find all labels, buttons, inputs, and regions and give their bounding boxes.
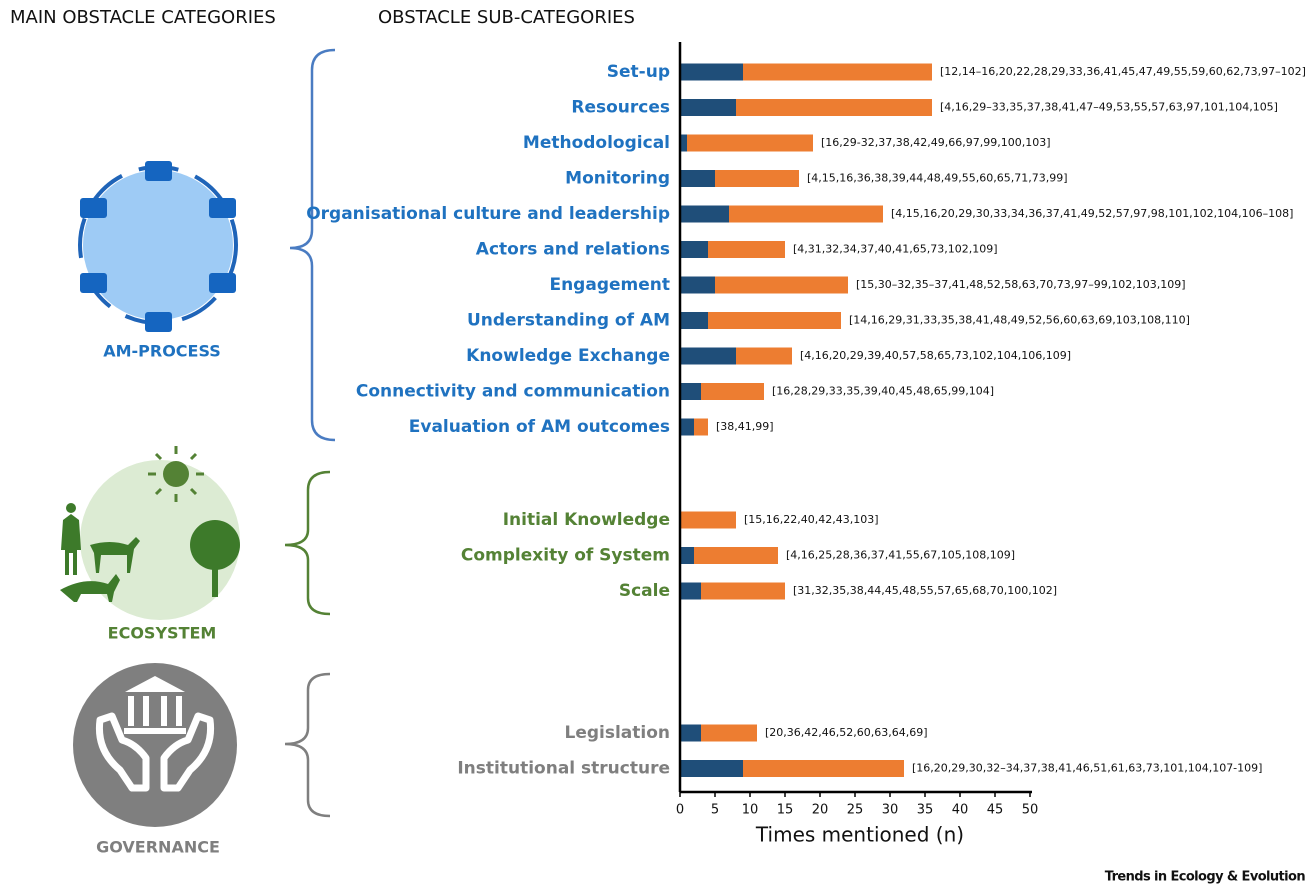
footer: Trends in Ecology & Evolution	[1105, 870, 1306, 885]
reference-label: [4,15,16,36,38,39,44,48,49,55,60,65,71,7…	[807, 172, 1068, 185]
reference-label: [4,16,25,28,36,37,41,55,67,105,108,109]	[786, 549, 1015, 562]
x-tick-label: 50	[1022, 803, 1039, 818]
ecosystem-icon	[60, 446, 240, 620]
reference-label: [4,31,32,34,37,40,41,65,73,102,109]	[793, 243, 998, 256]
x-tick-label: 35	[917, 803, 934, 818]
bar-segment	[680, 170, 715, 187]
x-tick-label: 15	[777, 803, 794, 818]
category-label: Methodological	[523, 133, 670, 153]
category-label: Scale	[619, 581, 670, 601]
category-label: Initial Knowledge	[503, 510, 670, 530]
reference-label: [15,30–32,35–37,41,48,52,58,63,70,73,97–…	[856, 278, 1185, 291]
category-label: Engagement	[549, 275, 670, 295]
group-label: ECOSYSTEM	[108, 624, 217, 643]
bar-segment	[701, 383, 764, 400]
bar-segment	[680, 347, 736, 365]
bracket	[284, 470, 331, 616]
bar-segment	[680, 582, 701, 600]
category-label: Resources	[571, 98, 670, 118]
x-axis-label: Times mentioned (n)	[755, 823, 964, 847]
x-tick-label: 10	[742, 803, 759, 818]
bar-segment	[694, 547, 778, 564]
bar-segment	[743, 760, 904, 777]
bar-segment	[680, 205, 729, 223]
bar-segment	[708, 312, 841, 329]
category-label: Institutional structure	[457, 759, 670, 779]
header-right: OBSTACLE SUB-CATEGORIES	[378, 7, 635, 28]
group-label: AM-PROCESS	[103, 342, 221, 361]
reference-label: [4,15,16,20,29,30,33,34,36,37,41,49,52,5…	[891, 207, 1293, 220]
header-left: MAIN OBSTACLE CATEGORIES	[10, 7, 276, 28]
reference-label: [14,16,29,31,33,35,38,41,48,49,52,56,60,…	[849, 314, 1190, 327]
bar-segment	[680, 511, 736, 529]
governance-icon	[73, 663, 237, 827]
bar-segment	[680, 276, 715, 294]
category-label: Set-up	[607, 62, 670, 82]
category-label: Understanding of AM	[467, 311, 670, 331]
x-tick-label: 40	[952, 803, 969, 818]
bar-segment	[680, 547, 694, 564]
bar-segment	[687, 134, 813, 152]
bar-segment	[729, 205, 883, 223]
reference-label: [31,32,35,38,44,45,48,55,57,65,68,70,100…	[793, 584, 1057, 597]
reference-label: [38,41,99]	[716, 420, 774, 433]
bar-segment	[680, 134, 687, 152]
reference-label: [16,28,29,33,35,39,40,45,48,65,99,104]	[772, 385, 994, 398]
bar-segment	[680, 63, 743, 81]
bar-segment	[708, 241, 785, 258]
bracket	[284, 672, 331, 818]
bar-segment	[680, 383, 701, 400]
category-label: Legislation	[564, 723, 670, 743]
bar-segment	[680, 241, 708, 258]
bar-segment	[736, 347, 792, 365]
am-process-icon	[78, 161, 238, 332]
x-tick-label: 45	[987, 803, 1004, 818]
reference-label: [15,16,22,40,42,43,103]	[744, 513, 879, 526]
bar-segment	[715, 276, 848, 294]
group-label: GOVERNANCE	[96, 838, 220, 857]
reference-label: [16,29-32,37,38,42,49,66,97,99,100,103]	[821, 136, 1050, 149]
x-tick-label: 30	[882, 803, 899, 818]
category-label: Monitoring	[565, 169, 670, 189]
bar-segment	[680, 724, 701, 742]
bar-segment	[680, 760, 743, 777]
category-label: Evaluation of AM outcomes	[409, 417, 670, 437]
reference-label: [4,16,20,29,39,40,57,58,65,73,102,104,10…	[800, 349, 1071, 362]
category-label: Connectivity and communication	[356, 382, 670, 402]
bar-segment	[680, 99, 736, 116]
reference-label: [12,14–16,20,22,28,29,33,36,41,45,47,49,…	[940, 65, 1306, 78]
category-label: Actors and relations	[476, 240, 670, 260]
reference-label: [4,16,29–33,35,37,38,41,47–49,53,55,57,6…	[940, 101, 1278, 114]
bar-segment	[680, 312, 708, 329]
bar-segment	[694, 418, 708, 436]
x-tick-label: 0	[676, 803, 684, 818]
x-tick-label: 20	[812, 803, 829, 818]
category-label: Complexity of System	[461, 546, 670, 566]
bar-segment	[743, 63, 932, 81]
bar-segment	[701, 724, 757, 742]
bar-segment	[715, 170, 799, 187]
reference-label: [16,20,29,30,32–34,37,38,41,46,51,61,63,…	[912, 762, 1262, 775]
bar-segment	[736, 99, 932, 116]
category-label: Organisational culture and leadership	[306, 204, 670, 224]
reference-label: [20,36,42,46,52,60,63,64,69]	[765, 726, 928, 739]
bracket	[289, 48, 336, 442]
x-tick-label: 25	[847, 803, 864, 818]
bar-segment	[680, 418, 694, 436]
bar-segment	[701, 582, 785, 600]
x-tick-label: 5	[711, 803, 719, 818]
category-label: Knowledge Exchange	[466, 346, 670, 366]
